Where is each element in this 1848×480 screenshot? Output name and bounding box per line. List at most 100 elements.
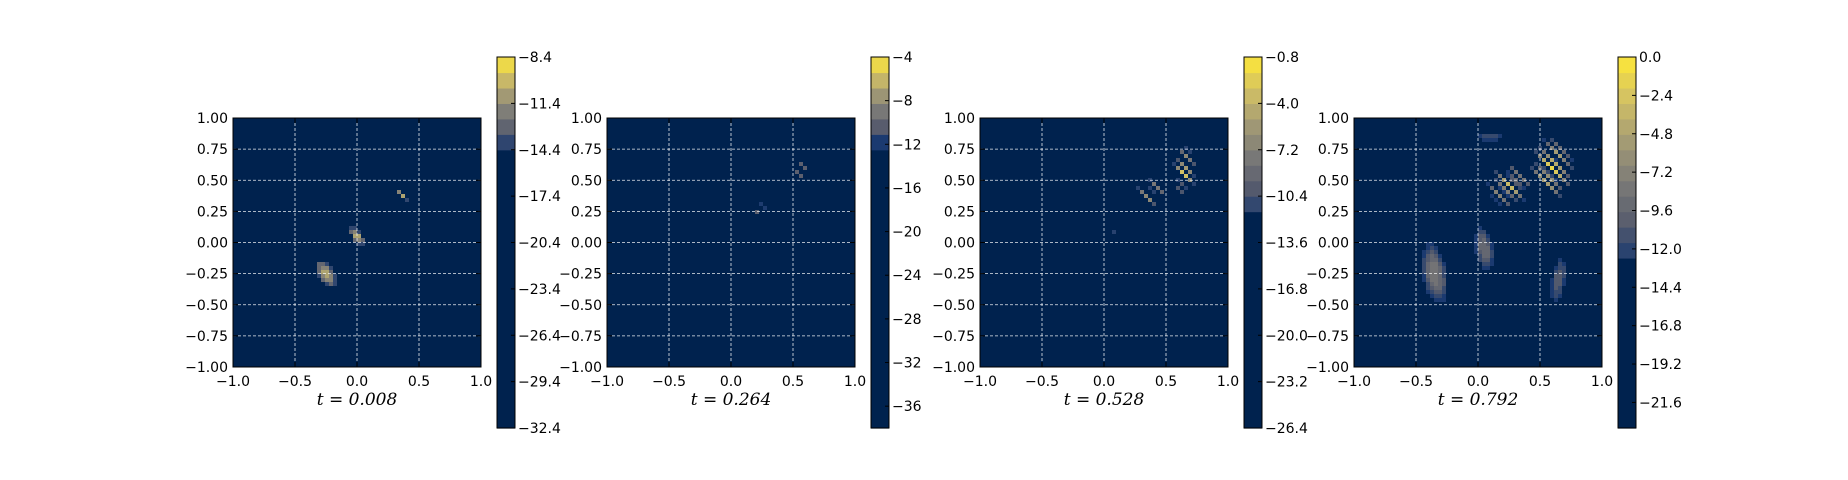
colorbar-band bbox=[1618, 103, 1636, 120]
colorbar-band bbox=[497, 134, 515, 151]
colorbar-band bbox=[1618, 273, 1636, 290]
colorbar-tick-label: −7.2 bbox=[1265, 143, 1299, 159]
colorbar-tick-label: −20.0 bbox=[1265, 328, 1308, 344]
y-tick-label: 0.50 bbox=[1318, 173, 1349, 189]
colorbar-band bbox=[1618, 366, 1636, 383]
colorbar-band bbox=[871, 335, 889, 352]
colorbar-band bbox=[1244, 242, 1262, 259]
colorbar-band bbox=[1244, 57, 1262, 74]
colorbar-band bbox=[1244, 397, 1262, 414]
colorbar: −32.4 −29.4 −26.4 −23.4 −20.4 −17.4 −14.4 −11.4… bbox=[496, 50, 561, 437]
y-tick-label: 0.00 bbox=[571, 236, 602, 252]
colorbar-band bbox=[1618, 196, 1636, 213]
subplot-3: −1.0 −0.5 0.0 0.5 1.0 −1.00 −0.75 −0.50 −0.25 0.0… bbox=[932, 50, 1308, 437]
y-tick-label: 0.75 bbox=[197, 142, 228, 158]
y-tick-label: −0.25 bbox=[559, 267, 602, 283]
colorbar-band bbox=[1618, 257, 1636, 275]
x-tick-label: 0.0 bbox=[1093, 374, 1115, 390]
y-tick-label: 1.00 bbox=[944, 111, 975, 127]
colorbar-band bbox=[871, 165, 889, 182]
grid-lines bbox=[1354, 118, 1602, 367]
x-tick-label: 0.0 bbox=[720, 374, 742, 390]
colorbar-tick-label: −7.2 bbox=[1639, 165, 1673, 181]
x-tick-label: −0.5 bbox=[278, 374, 312, 390]
y-tick-label: 0.25 bbox=[571, 204, 602, 220]
colorbar-tick-label: −14.4 bbox=[518, 143, 561, 159]
colorbar-tick-label: −16 bbox=[892, 181, 922, 197]
colorbar-band bbox=[1244, 304, 1262, 321]
colorbar-band bbox=[1618, 288, 1636, 305]
colorbar-tick-label: −4.8 bbox=[1639, 127, 1673, 143]
y-tick-label: −1.00 bbox=[185, 360, 228, 376]
colorbar-band bbox=[1618, 118, 1636, 135]
y-tick-label: −0.25 bbox=[185, 267, 228, 283]
colorbar-tick-label: −8.4 bbox=[518, 50, 552, 66]
colorbar-band bbox=[1244, 319, 1262, 336]
y-tick-label: 0.50 bbox=[571, 173, 602, 189]
y-tick-label: −0.75 bbox=[185, 329, 228, 345]
x-tick-label: −1.0 bbox=[963, 374, 997, 390]
colorbar-band bbox=[871, 350, 889, 367]
colorbar-band bbox=[497, 397, 515, 414]
colorbar-tick-label: 0.0 bbox=[1639, 50, 1661, 66]
colorbar-band bbox=[871, 180, 889, 197]
colorbar-tick-label: −4.0 bbox=[1265, 96, 1299, 112]
y-tick-label: 0.25 bbox=[1318, 204, 1349, 220]
colorbar-band bbox=[1618, 165, 1636, 182]
colorbar-band bbox=[1618, 149, 1636, 166]
colorbar-band bbox=[871, 196, 889, 213]
colorbar-band bbox=[1244, 118, 1262, 135]
colorbar-tick-label: −0.8 bbox=[1265, 50, 1299, 66]
colorbar-tick-label: −26.4 bbox=[518, 328, 561, 344]
y-tick-label: 0.25 bbox=[944, 204, 975, 220]
y-tick-label: 1.00 bbox=[571, 111, 602, 127]
x-tick-label: −1.0 bbox=[590, 374, 624, 390]
colorbar-tick-label: −16.8 bbox=[1639, 319, 1682, 335]
y-tick-label: −0.50 bbox=[932, 298, 975, 314]
colorbar-tick-label: −20.4 bbox=[518, 236, 561, 252]
x-tick-label: 0.5 bbox=[1529, 374, 1551, 390]
colorbar-band bbox=[1244, 288, 1262, 305]
y-tick-label: 0.00 bbox=[1318, 236, 1349, 252]
x-axis-label: t = 0.008 bbox=[317, 390, 398, 410]
colorbar-tick-label: −29.4 bbox=[518, 375, 561, 391]
colorbar-band bbox=[1244, 72, 1262, 89]
colorbar-band bbox=[871, 72, 889, 89]
colorbar-band bbox=[1618, 350, 1636, 367]
colorbar-tick-label: −24 bbox=[892, 268, 922, 284]
colorbar-band bbox=[497, 350, 515, 367]
colorbar-tick-label: −19.2 bbox=[1639, 357, 1682, 373]
colorbar-band bbox=[1244, 350, 1262, 367]
colorbar-band bbox=[871, 257, 889, 275]
colorbar-band bbox=[497, 118, 515, 135]
x-tick-label: −1.0 bbox=[216, 374, 250, 390]
colorbar-band bbox=[871, 134, 889, 151]
colorbar-tick-label: −12.0 bbox=[1639, 242, 1682, 258]
colorbar-band bbox=[1244, 227, 1262, 244]
x-tick-label: 0.0 bbox=[1467, 374, 1489, 390]
colorbar-band bbox=[1244, 335, 1262, 352]
colorbar-tick-label: −26.4 bbox=[1265, 421, 1308, 437]
colorbar-band bbox=[1618, 134, 1636, 151]
colorbar-tick-label: −23.2 bbox=[1265, 375, 1308, 391]
colorbar-band bbox=[1244, 165, 1262, 182]
colorbar-tick-label: −9.6 bbox=[1639, 204, 1673, 220]
x-tick-label: −1.0 bbox=[1337, 374, 1371, 390]
colorbar-band bbox=[497, 412, 515, 429]
colorbar-band bbox=[497, 335, 515, 352]
colorbar-band bbox=[497, 103, 515, 120]
y-tick-label: 0.75 bbox=[944, 142, 975, 158]
x-tick-label: −0.5 bbox=[1025, 374, 1059, 390]
subplot-2: −1.0 −0.5 0.0 0.5 1.0 −1.00 −0.75 −0.50 −0.25 0.0… bbox=[559, 50, 922, 429]
colorbar-band bbox=[1244, 149, 1262, 166]
colorbar-band bbox=[1244, 381, 1262, 398]
colorbar-band bbox=[871, 227, 889, 244]
colorbar-band bbox=[1244, 103, 1262, 120]
colorbar-tick-label: −17.4 bbox=[518, 189, 561, 205]
colorbar-tick-label: −16.8 bbox=[1265, 282, 1308, 298]
colorbar-tick-label: −13.6 bbox=[1265, 236, 1308, 252]
y-tick-label: −1.00 bbox=[1306, 360, 1349, 376]
grid-lines bbox=[233, 118, 481, 367]
colorbar-band bbox=[871, 412, 889, 429]
